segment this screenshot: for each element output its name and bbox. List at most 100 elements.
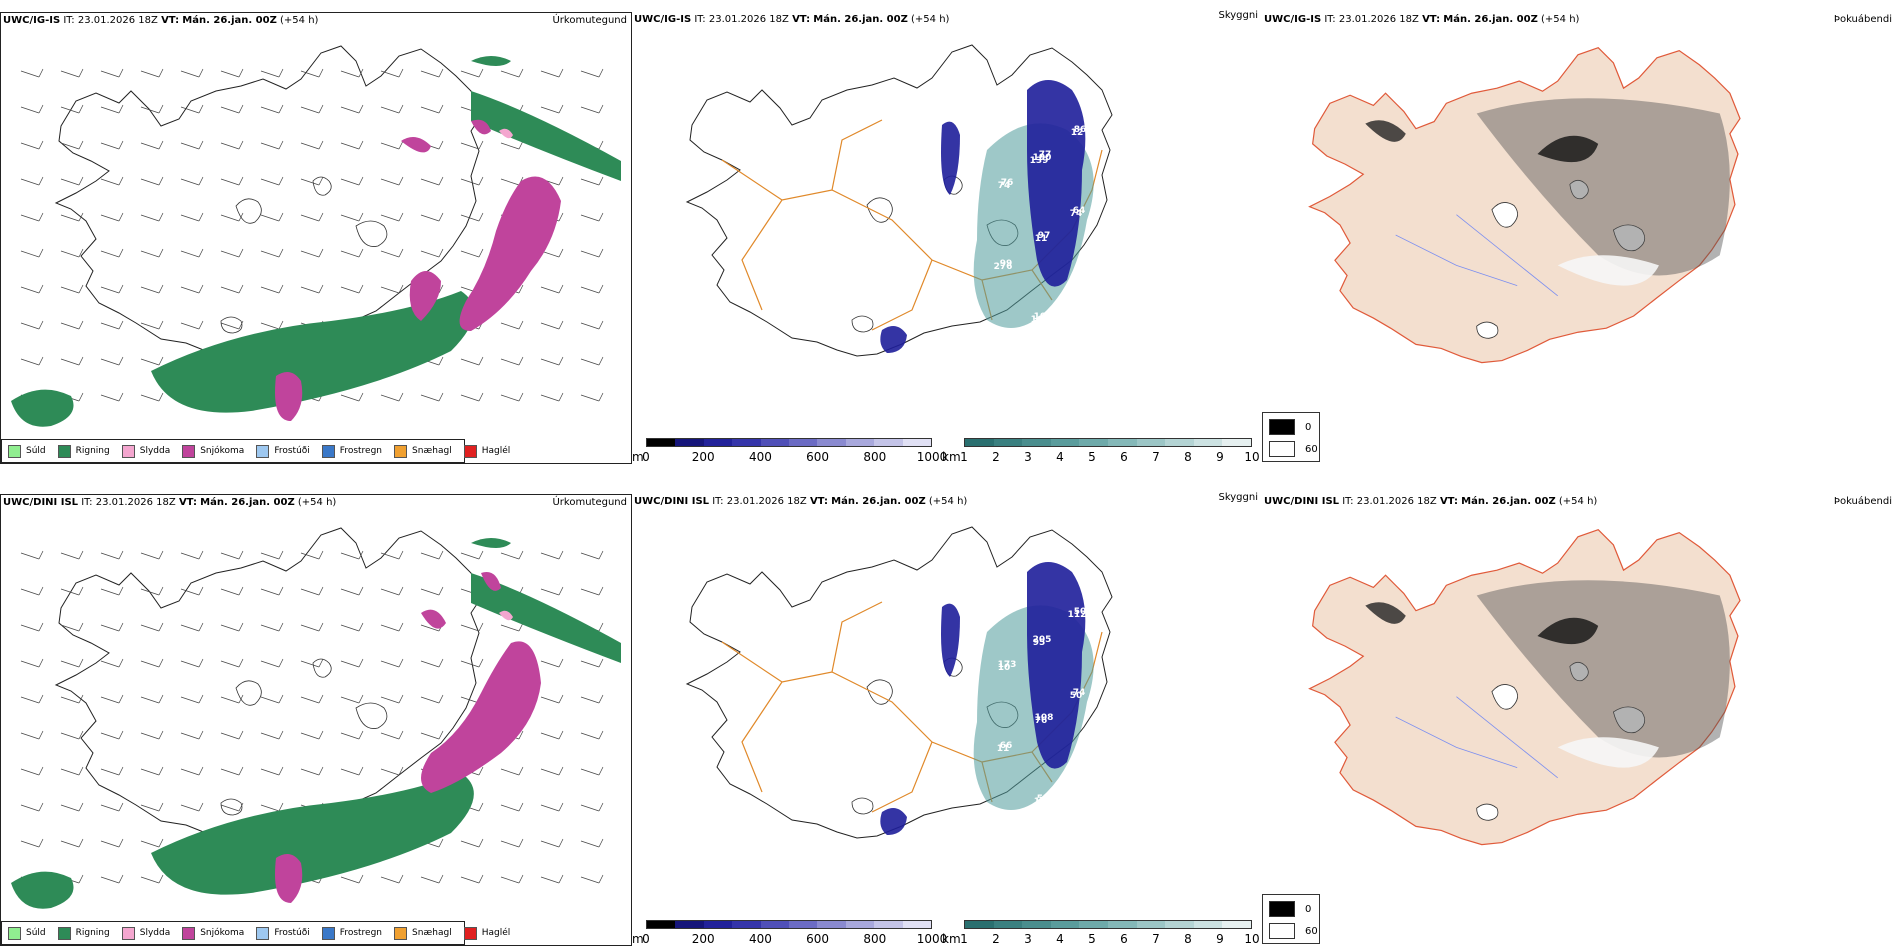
wind-barb <box>100 730 124 740</box>
colorbar-tick: 800 <box>863 450 887 464</box>
wind-barb <box>380 68 404 78</box>
wind-barb <box>100 802 124 812</box>
panel-field-name: Þokuábendi <box>1833 14 1892 25</box>
legend-swatch <box>57 444 71 458</box>
panel-title: UWC/DINI ISL IT: 23.01.2026 18Z VT: Mán.… <box>3 497 337 508</box>
wind-barb <box>340 176 364 186</box>
legend-swatch <box>321 444 335 458</box>
ceiling-colorbar: m 0 200 400 600 800 1000 <box>632 916 947 950</box>
visibility-colorbar: km 1 2 3 4 5 6 7 8 9 10 <box>942 916 1262 950</box>
wind-barb <box>220 248 244 258</box>
snow-area <box>471 119 491 135</box>
glacier-outline <box>866 197 893 223</box>
visibility-panel-row2: UWC/DINI ISL IT: 23.01.2026 18Z VT: Mán.… <box>632 492 1262 946</box>
wind-barb <box>540 320 564 330</box>
panel-field-name: Skyggni <box>1218 10 1258 21</box>
wind-barb <box>300 176 324 186</box>
wind-barb <box>580 730 604 740</box>
wind-barb <box>220 694 244 704</box>
wind-barb <box>580 874 604 884</box>
precip-legend: Súld Rigning Slydda Snjókoma Frostúði Frostre… <box>1 921 510 945</box>
wind-barb <box>180 802 204 812</box>
glacier-outline <box>220 798 243 816</box>
wind-barb <box>220 212 244 222</box>
wind-barb <box>140 212 164 222</box>
glacier-outline <box>312 658 332 678</box>
fog-dense-area <box>1365 602 1406 624</box>
wind-barb <box>20 694 44 704</box>
colorbar-tick: 8 <box>1184 932 1192 946</box>
wind-barb <box>580 550 604 560</box>
legend-item-5: Frostregn <box>321 444 382 458</box>
colorbar-cell <box>1222 439 1251 446</box>
wind-barb <box>180 622 204 632</box>
wind-barb <box>380 550 404 560</box>
wind-barb <box>340 658 364 668</box>
visibility-value-label: 22 <box>999 822 1012 832</box>
legend-swatch <box>463 444 477 458</box>
wind-barb <box>100 658 124 668</box>
wind-barb <box>100 766 124 776</box>
wind-barb <box>540 356 564 366</box>
wind-barb <box>460 658 484 668</box>
fog-scale-label: 0 <box>1305 903 1312 915</box>
visibility-value-label: 139 <box>1030 156 1049 166</box>
glacier-outline <box>866 679 893 705</box>
glacier-outline <box>1491 201 1518 228</box>
wind-barb <box>100 838 124 848</box>
glacier-outline <box>851 797 874 815</box>
colorbar-cell <box>1022 439 1051 446</box>
legend-label: Slydda <box>139 446 171 456</box>
wind-barb <box>380 766 404 776</box>
colorbar-tick: 10 <box>1244 450 1260 464</box>
wind-barb <box>220 802 244 812</box>
wind-barb <box>220 140 244 150</box>
colorbar-cell <box>1222 921 1251 928</box>
wind-barb <box>380 694 404 704</box>
wind-barb <box>20 320 44 330</box>
wind-barb <box>220 104 244 114</box>
colorbar-tick: 4 <box>1056 450 1064 464</box>
wind-barb <box>140 284 164 294</box>
fog-index-panel-row2: UWC/DINI ISL IT: 23.01.2026 18Z VT: Mán.… <box>1262 494 1900 946</box>
fog-scale-item: 0 <box>1269 901 1311 917</box>
colorbar-cell <box>845 921 875 928</box>
legend-item-7: Haglél <box>463 926 510 940</box>
fog-scale-swatch <box>1269 441 1295 457</box>
wind-barb <box>260 802 284 812</box>
wind-barb <box>20 586 44 596</box>
wind-barb <box>60 622 84 632</box>
visibility-value-label: 276 <box>994 262 1013 272</box>
visibility-value-label: 10 <box>998 663 1011 673</box>
wind-barb <box>140 730 164 740</box>
wind-barb <box>140 550 164 560</box>
colorbar-tick: 1 <box>960 450 968 464</box>
road-network <box>721 601 1103 813</box>
wind-barb <box>460 550 484 560</box>
visibility-value-label: 104 <box>1034 312 1053 322</box>
glacier-outline <box>1476 803 1499 821</box>
wind-barb <box>340 694 364 704</box>
legend-swatch <box>57 926 71 940</box>
wind-barb <box>100 356 124 366</box>
wind-barb <box>300 658 324 668</box>
colorbar-cell <box>1107 439 1137 446</box>
legend-label: Haglél <box>481 446 511 456</box>
legend-item-2: Slydda <box>121 926 170 940</box>
wind-barb <box>460 248 484 258</box>
wind-barb <box>580 356 604 366</box>
wind-barb <box>20 838 44 848</box>
low-ceiling-area <box>941 603 960 677</box>
river-network <box>1395 214 1558 297</box>
wind-barb <box>260 284 284 294</box>
wind-barb <box>220 320 244 330</box>
wind-barb <box>140 320 164 330</box>
wind-barb <box>460 874 484 884</box>
wind-barb <box>60 248 84 258</box>
wind-barb <box>460 838 484 848</box>
colorbar-cell <box>817 439 846 446</box>
wind-barb <box>420 874 444 884</box>
legend-item-2: Slydda <box>121 444 171 458</box>
glacier-outline <box>235 198 262 224</box>
wind-barb <box>580 248 604 258</box>
